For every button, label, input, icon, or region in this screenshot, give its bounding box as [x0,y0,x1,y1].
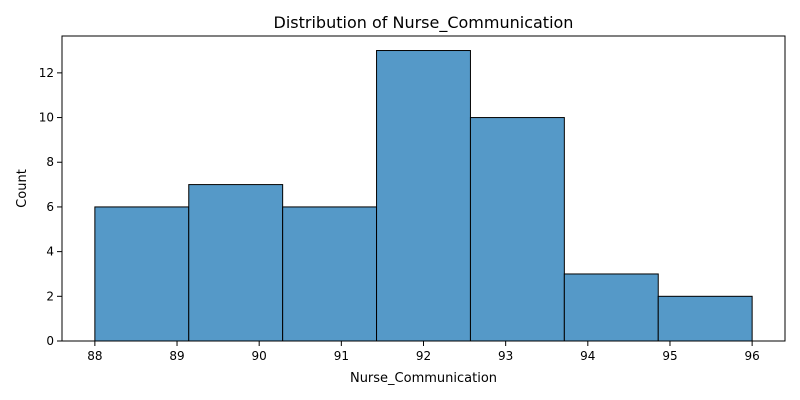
x-tick-label: 93 [498,349,513,363]
x-tick-label: 96 [744,349,759,363]
histogram-bar [94,206,190,342]
y-axis: 0 2 4 6 8 10 12 [39,66,62,348]
x-tick-label: 89 [169,349,184,363]
x-tick-label: 88 [87,349,102,363]
x-tick-label: 91 [334,349,349,363]
histogram-bar [376,50,471,342]
y-tick-label: 0 [46,334,54,348]
y-tick-label: 12 [39,66,54,80]
bars-layer [94,50,753,342]
x-axis: 88 89 90 91 92 93 94 95 96 [87,341,760,363]
x-tick-label: 95 [662,349,677,363]
histogram-bar [657,295,753,342]
y-tick-label: 2 [46,289,54,303]
x-tick-label: 92 [416,349,431,363]
chart-title: Distribution of Nurse_Communication [274,13,574,33]
x-tick-label: 90 [252,349,267,363]
y-tick-label: 10 [39,111,54,125]
y-tick-label: 6 [46,200,54,214]
histogram-bar [188,184,284,342]
y-axis-label: Count [15,169,30,208]
histogram-bar [563,273,659,342]
y-tick-label: 4 [46,245,54,259]
histogram-bar [282,206,378,342]
x-tick-label: 94 [580,349,595,363]
histogram-bar [469,117,565,342]
y-tick-label: 8 [46,155,54,169]
x-axis-label: Nurse_Communication [350,371,497,386]
